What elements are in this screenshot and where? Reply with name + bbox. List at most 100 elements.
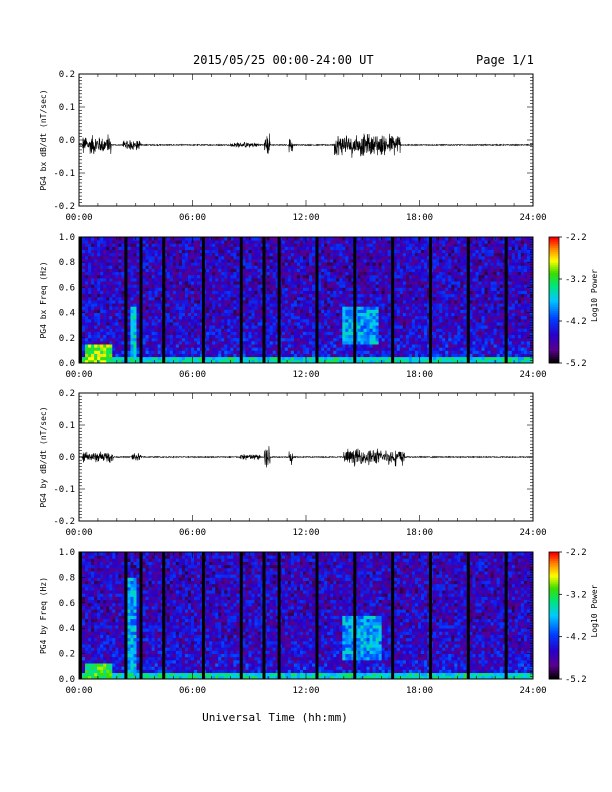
spectrogram-cell [327,303,331,307]
spectrogram-cell [330,303,334,307]
spectrogram-cell [236,300,240,304]
spectrogram-cell [296,359,301,364]
spectrogram-cell [181,293,186,298]
spectrogram-cell [266,350,271,354]
spectrogram-cell [330,255,334,260]
spectrogram-cell [136,331,140,336]
spectrogram-cell [215,252,219,257]
spectrogram-cell [109,353,113,358]
spectrogram-cell [254,255,258,260]
spectrogram-cell [206,284,210,288]
spectrogram-cell [181,255,186,260]
spectrogram-cell [227,353,231,358]
spectrogram-cell [421,259,425,263]
spectrogram-cell [378,240,383,244]
spectrogram-cell [345,240,349,244]
spectrogram-cell [342,249,346,254]
spectrogram-cell [209,255,213,260]
spectrogram-cell [178,315,183,320]
spectrogram-cell [324,331,328,336]
spectrogram-cell [172,296,177,301]
spectrogram-cell [245,252,249,257]
spectrogram-cell [427,262,431,266]
spectrogram-cell [351,296,355,301]
spectrogram-cell [236,334,240,339]
spectrogram-cell [97,344,101,348]
spectrogram-cell [348,255,352,260]
spectrogram-cell [439,243,443,247]
spectrogram-cell [206,249,210,254]
spectrogram-cell [206,325,210,329]
spectrogram-cell [266,252,271,257]
spectrogram-cell [306,331,310,336]
spectrogram-cell [369,315,373,320]
spectrogram-cell [372,328,377,332]
spectrogram-cell [121,334,125,339]
spectrogram-cell [130,259,134,263]
spectrogram-cell [384,284,389,288]
spectrogram-cell [163,325,168,329]
spectrogram-cell [405,318,410,323]
spectrogram-cell [245,284,249,288]
spectrogram-cell [88,350,92,354]
spectrogram-cell [375,331,380,336]
spectrogram-cell [321,262,325,266]
spectrogram-cell [342,344,346,348]
spectrogram-cell [378,318,383,323]
spectrogram-cell [218,318,222,323]
spectrogram-cell [393,255,398,260]
spectrogram-cell [260,255,265,260]
spectrogram-cell [333,237,337,241]
spectrogram-cell [351,337,355,342]
spectrogram-cell [248,356,252,361]
spectrogram-cell [411,259,416,263]
spectrogram-cell [375,237,380,241]
spectrogram-cell [136,252,140,257]
spectrogram-cell [121,252,125,257]
spectrogram-cell [405,303,410,307]
spectrogram-cell [91,325,95,329]
spectrogram-cell [336,249,340,254]
spectrogram-cell [187,255,192,260]
spectrogram-cell [136,262,140,266]
spectrogram-cell [88,328,92,332]
spectrogram-cell [190,287,195,291]
spectrogram-cell [378,303,383,307]
spectrogram-cell [427,325,431,329]
spectrogram-cell [103,249,107,254]
spectrogram-cell [260,290,265,295]
spectrogram-cell [151,265,156,269]
spectrogram-cell [281,325,286,329]
spectrogram-cell [333,277,337,282]
spectrogram-cell [136,290,140,295]
spectrogram-cell [333,274,337,279]
spectrogram-cell [393,347,398,351]
spectrogram-cell [242,303,246,307]
spectrogram-cell [151,243,156,247]
spectrogram-cell [94,268,98,273]
spectrogram-cell [375,337,380,342]
spectrogram-cell [309,277,313,282]
spectrogram-cell [336,296,340,301]
spectrogram-cell [306,312,310,317]
spectrogram-cell [387,300,392,304]
spectrogram-cell [445,353,449,358]
plot-frame [78,73,534,207]
spectrogram-cell [115,290,119,295]
spectrogram-cell [91,331,95,336]
spectrogram-cell [181,331,186,336]
spectrogram-cell [109,252,113,257]
spectrogram-cell [333,262,337,266]
spectrogram-cell [103,312,107,317]
spectrogram-cell [321,303,325,307]
spectrogram-cell [378,271,383,276]
spectrogram-cell [269,277,274,282]
spectrogram-cell [405,347,410,351]
spectrogram-cell [327,334,331,339]
spectrogram-cell [439,290,443,295]
spectrogram-cell [163,347,168,351]
spectrogram-cell [82,315,86,320]
spectrogram-cell [369,246,373,250]
spectrogram-cell [333,309,337,313]
spectrogram-cell [254,347,258,351]
